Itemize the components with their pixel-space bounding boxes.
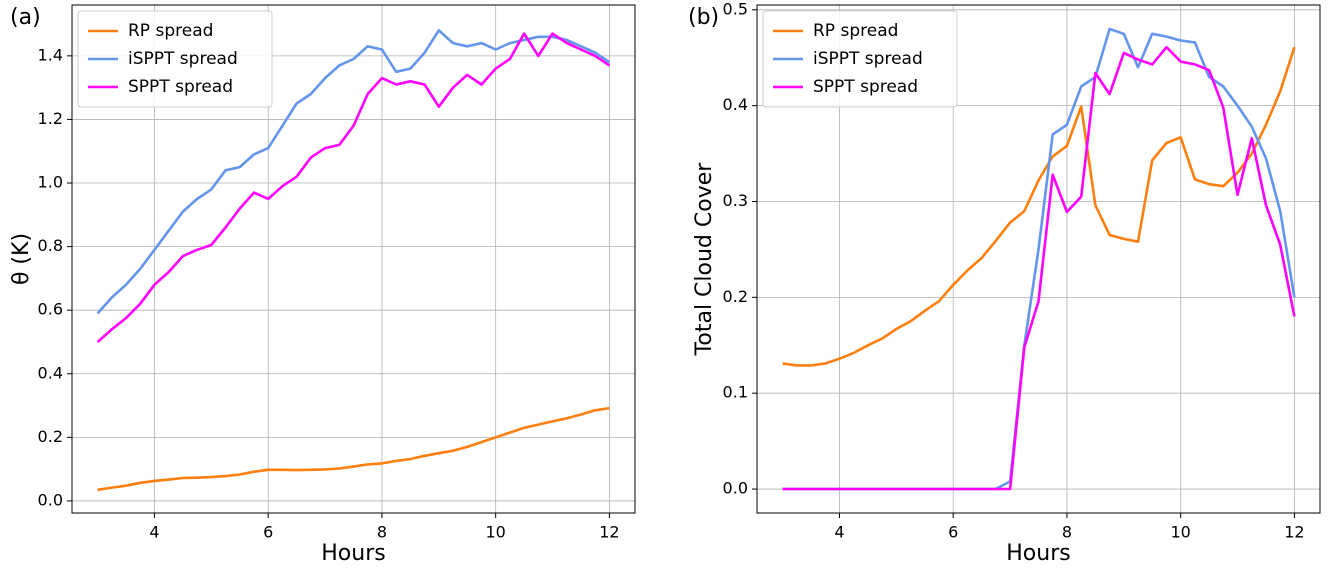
y-tick-label: 0.5 [723,0,748,18]
legend-label: SPPT spread [813,77,918,97]
x-tick-label: 10 [1170,523,1190,542]
x-tick-label: 12 [599,523,619,542]
series-line [96,32,611,343]
x-axis-label: Hours [321,541,385,566]
legend-box [762,10,958,108]
x-tick-label: 12 [1284,523,1304,542]
x-axis-label: Hours [1006,541,1070,566]
series-line [97,406,610,492]
legend-label: RP spread [813,21,898,41]
legend-label: RP spread [128,21,213,41]
y-tick-label: 1.0 [38,173,63,192]
y-tick-label: 0.2 [723,287,748,306]
y-tick-label: 0.0 [723,479,748,498]
y-axis-label: θ (K) [9,233,34,285]
y-tick-label: 0.6 [38,300,63,319]
series-line [782,45,1296,491]
legend-label: iSPPT spread [128,49,238,69]
y-tick-label: 0.4 [38,363,63,382]
axes-frame [756,4,1321,514]
legend-label: iSPPT spread [813,49,923,69]
x-tick-label: 8 [1062,523,1072,542]
y-tick-label: 1.2 [38,109,63,128]
panel-label: (a) [10,5,41,30]
x-tick-label: 6 [948,523,958,542]
y-tick-label: 0.0 [38,490,63,509]
legend-box [77,10,273,108]
x-tick-label: 10 [485,523,505,542]
y-tick-label: 0.4 [723,95,748,114]
x-tick-label: 6 [263,523,273,542]
series-line [782,46,1296,367]
y-tick-label: 0.8 [38,236,63,255]
x-tick-label: 4 [834,523,844,542]
panel: 4 6 8 10 12 0.0 0.1 0.2 0.3 0.4 0.5 RP spread iSPPT … [688,0,1321,566]
x-tick-label: 8 [377,523,387,542]
panel-label: (b) [688,5,719,30]
y-tick-label: 1.4 [38,45,63,64]
axes-frame [71,4,636,514]
legend-label: SPPT spread [128,77,233,97]
y-tick-label: 0.1 [723,383,748,402]
y-tick-label: 0.2 [38,427,63,446]
series-line [96,29,611,315]
panel: 4 6 8 10 12 0.0 0.2 0.4 0.6 0.8 1.0 1.2 1.4 RP spread… [9,4,636,566]
y-tick-label: 0.3 [723,191,748,210]
x-tick-label: 4 [149,523,159,542]
y-axis-label: Total Cloud Cover [692,162,717,357]
